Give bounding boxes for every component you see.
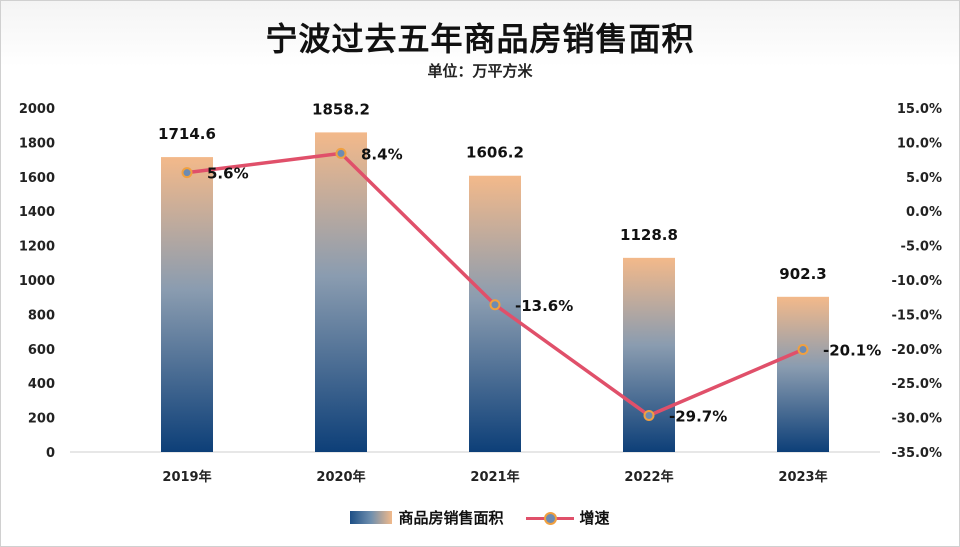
left-axis-tick: 200 <box>28 412 55 427</box>
growth-point-label: -13.6% <box>515 297 573 315</box>
right-axis-tick: -10.0% <box>892 274 943 289</box>
right-axis-tick: 5.0% <box>906 171 942 186</box>
left-axis-tick: 2000 <box>19 102 55 117</box>
left-axis-tick: 0 <box>46 446 55 461</box>
x-axis-tick: 2020年 <box>316 469 365 485</box>
bar-2021年 <box>469 175 521 453</box>
growth-point <box>797 343 809 355</box>
bar-2022年 <box>623 257 675 452</box>
bar-2019年 <box>161 157 213 452</box>
growth-point-label: -29.7% <box>669 408 727 426</box>
bar-value-label: 1606.2 <box>466 144 524 162</box>
x-axis-tick: 2022年 <box>624 469 673 485</box>
growth-point <box>489 299 501 311</box>
left-axis-tick: 1400 <box>19 205 55 220</box>
right-axis-tick: 15.0% <box>897 102 942 117</box>
legend-label-area: 商品房销售面积 <box>398 509 504 527</box>
left-axis-tick: 1000 <box>19 274 55 289</box>
bar-value-label: 1858.2 <box>312 100 370 118</box>
chart-title: 宁波过去五年商品房销售面积 <box>265 20 695 58</box>
right-axis-tick: 0.0% <box>906 205 942 220</box>
right-axis-tick: 10.0% <box>897 136 942 151</box>
bar-value-label: 902.3 <box>779 265 826 283</box>
right-axis-tick: -30.0% <box>892 412 943 427</box>
bar-2023年 <box>777 296 829 452</box>
x-axis-tick: 2019年 <box>162 469 211 485</box>
legend: 商品房销售面积 增速 <box>0 507 960 528</box>
x-axis-tick: 2023年 <box>778 469 827 485</box>
right-axis-tick: -15.0% <box>892 308 943 323</box>
left-axis-tick: 600 <box>28 343 55 358</box>
left-axis-tick: 1600 <box>19 171 55 186</box>
left-axis-tick: 1200 <box>19 240 55 255</box>
legend-item-growth[interactable]: 增速 <box>525 507 610 528</box>
growth-point <box>181 167 193 179</box>
left-axis-tick: 1800 <box>19 136 55 151</box>
left-axis-tick: 400 <box>28 377 55 392</box>
legend-label-growth: 增速 <box>579 509 610 527</box>
right-axis-tick: -20.0% <box>892 343 943 358</box>
bar-value-label: 1714.6 <box>158 125 216 143</box>
chart-subtitle: 单位：万平方米 <box>427 62 533 80</box>
legend-bar-swatch <box>350 511 393 524</box>
growth-point-label: 5.6% <box>207 165 249 183</box>
growth-point <box>643 410 655 422</box>
legend-line-swatch <box>525 511 574 525</box>
growth-point-label: -20.1% <box>823 341 881 359</box>
right-axis-tick: -35.0% <box>892 446 943 461</box>
growth-point-label: 8.4% <box>361 145 403 163</box>
left-axis-tick: 800 <box>28 308 55 323</box>
bar-value-label: 1128.8 <box>620 226 678 244</box>
legend-item-area[interactable]: 商品房销售面积 <box>350 507 504 528</box>
right-axis-tick: -5.0% <box>901 240 942 255</box>
growth-point <box>335 147 347 159</box>
x-axis-tick: 2021年 <box>470 469 519 485</box>
bar-2020年 <box>315 132 367 453</box>
right-axis-tick: -25.0% <box>892 377 943 392</box>
